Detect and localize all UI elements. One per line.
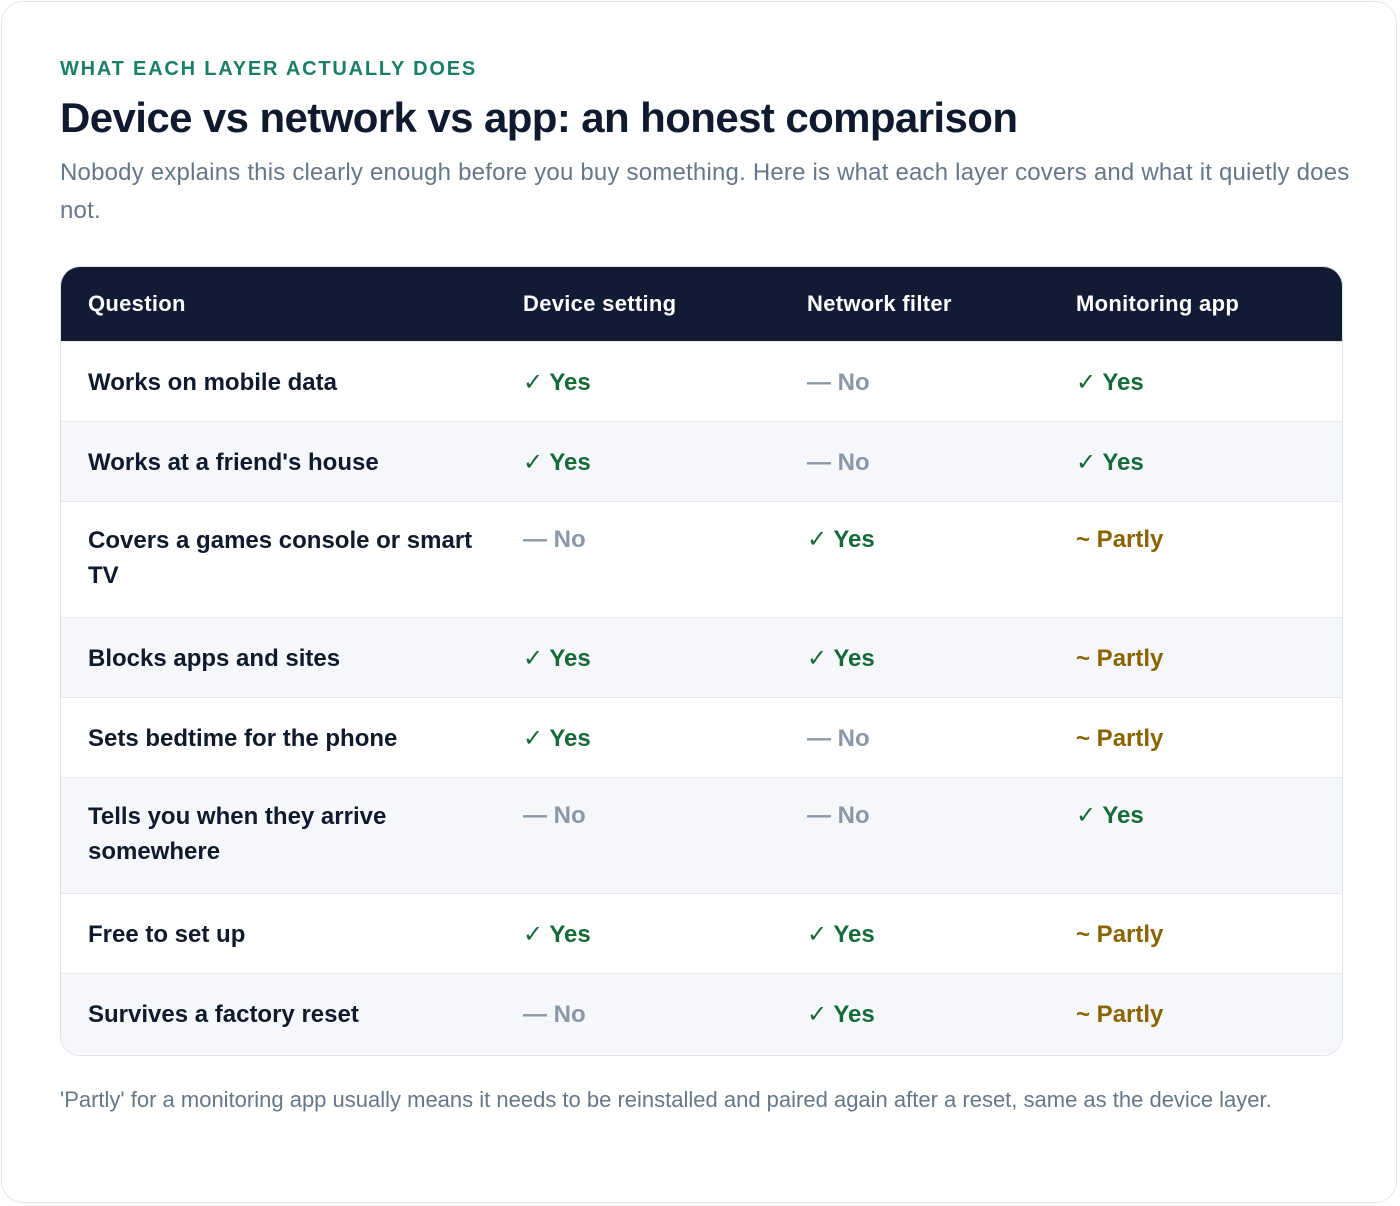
app-cell: ~ Partly — [1076, 1000, 1164, 1028]
network-cell: ✓ Yes — [807, 525, 875, 553]
network-cell: ✓ Yes — [807, 920, 875, 948]
table-header-row: Question Device setting Network filter M… — [61, 267, 1342, 341]
table-row: Free to set up ✓ Yes ✓ Yes ~ Partly — [61, 893, 1342, 973]
device-cell: ✓ Yes — [523, 448, 591, 476]
table-row: Survives a factory reset — No ✓ Yes ~ Pa… — [61, 973, 1342, 1053]
column-header-app: Monitoring app — [1076, 290, 1240, 316]
row-question: Survives a factory reset — [88, 1000, 359, 1028]
app-cell: ~ Partly — [1076, 644, 1164, 672]
app-cell: ✓ Yes — [1076, 448, 1144, 476]
network-cell: — No — [807, 448, 870, 476]
device-cell: ✓ Yes — [523, 368, 591, 396]
comparison-table: Question Device setting Network filter M… — [60, 266, 1343, 1056]
device-cell: — No — [523, 525, 586, 553]
app-cell: ✓ Yes — [1076, 368, 1144, 396]
network-cell: — No — [807, 368, 870, 396]
column-header-device: Device setting — [523, 290, 677, 316]
device-cell: — No — [523, 1000, 586, 1028]
table-row: Covers a games console or smart TV — No … — [61, 501, 1342, 617]
eyebrow-label: WHAT EACH LAYER ACTUALLY DOES — [60, 58, 478, 80]
network-cell: ✓ Yes — [807, 644, 875, 672]
row-question: Sets bedtime for the phone — [88, 724, 398, 752]
network-cell: — No — [807, 724, 870, 752]
row-question: Covers a games console or smart TV — [88, 526, 473, 589]
page-title: Device vs network vs app: an honest comp… — [60, 94, 1018, 141]
app-cell: ✓ Yes — [1076, 801, 1144, 829]
app-cell: ~ Partly — [1076, 920, 1164, 948]
app-cell: ~ Partly — [1076, 525, 1164, 553]
table-row: Works on mobile data ✓ Yes — No ✓ Yes — [61, 341, 1342, 421]
row-question: Tells you when they arrive somewhere — [88, 802, 387, 865]
footnote-text: 'Partly' for a monitoring app usually me… — [60, 1087, 1272, 1112]
table-row: Blocks apps and sites ✓ Yes ✓ Yes ~ Part… — [61, 617, 1342, 697]
row-question: Free to set up — [88, 920, 246, 948]
row-question: Blocks apps and sites — [88, 644, 341, 672]
network-cell: — No — [807, 801, 870, 829]
table-row: Sets bedtime for the phone ✓ Yes — No ~ … — [61, 697, 1342, 777]
network-cell: ✓ Yes — [807, 1000, 875, 1028]
row-question: Works at a friend's house — [88, 448, 379, 476]
row-question: Works on mobile data — [88, 368, 337, 396]
table-row: Tells you when they arrive somewhere — N… — [61, 777, 1342, 893]
app-cell: ~ Partly — [1076, 724, 1164, 752]
device-cell: ✓ Yes — [523, 644, 591, 672]
device-cell: ✓ Yes — [523, 724, 591, 752]
device-cell: ✓ Yes — [523, 920, 591, 948]
column-header-question: Question — [88, 290, 186, 316]
table-row: Works at a friend's house ✓ Yes — No ✓ Y… — [61, 421, 1342, 501]
intro-text: Nobody explains this clearly enough befo… — [60, 159, 1350, 224]
column-header-network: Network filter — [807, 290, 952, 316]
device-cell: — No — [523, 801, 586, 829]
